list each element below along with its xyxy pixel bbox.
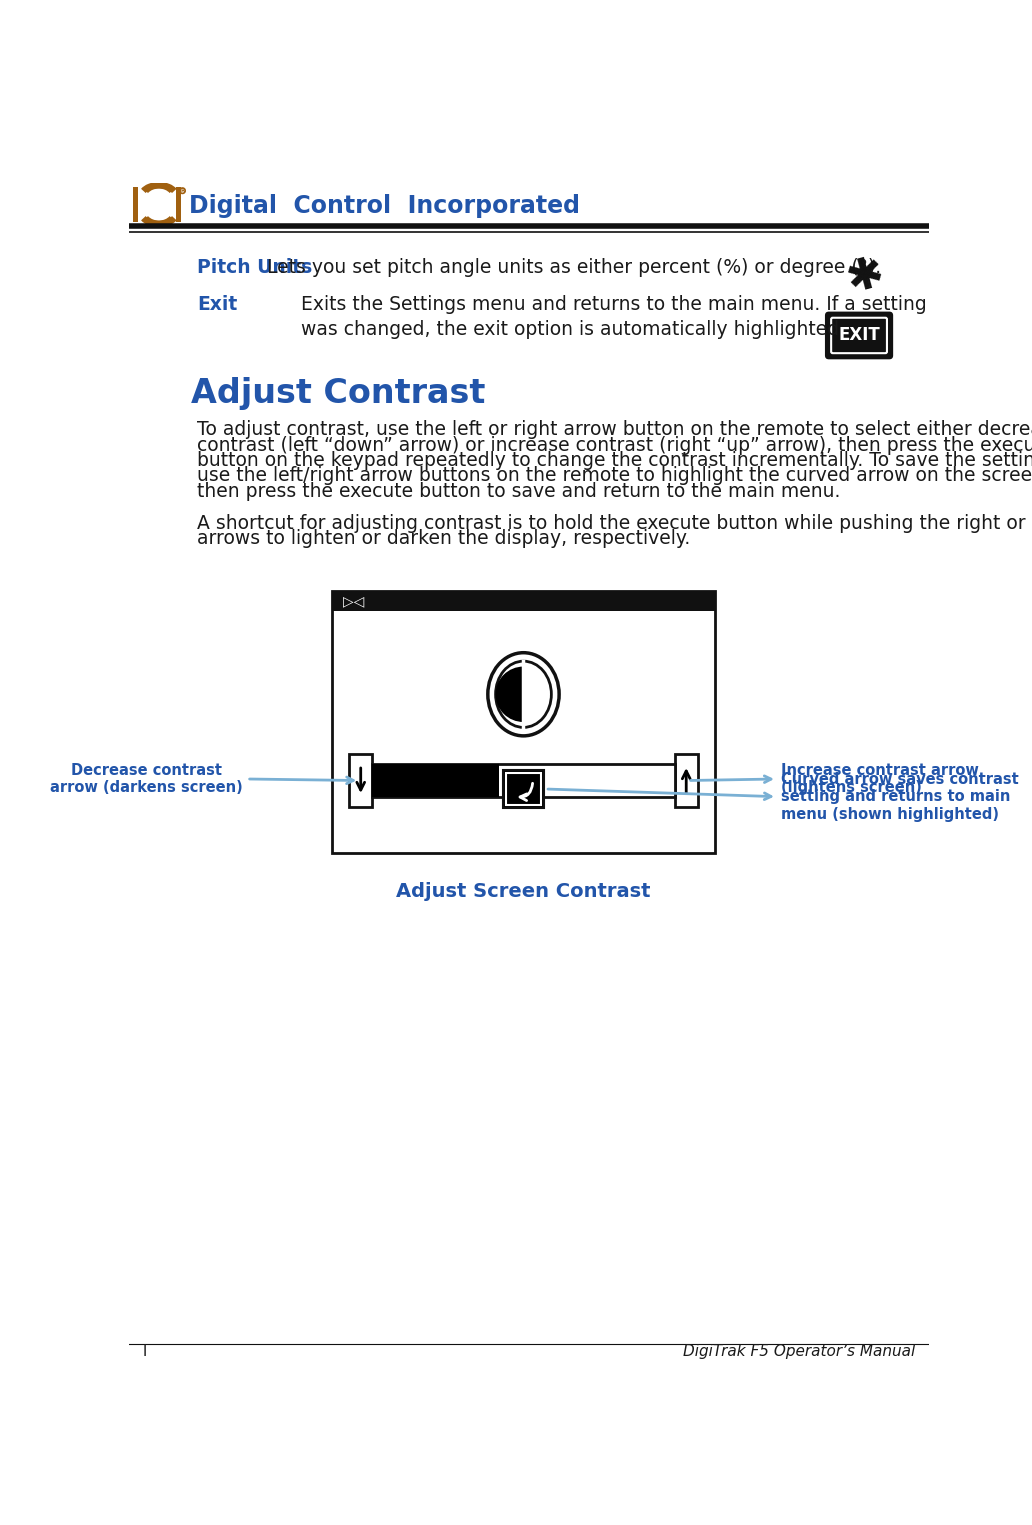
Bar bbox=[675, 755, 698, 807]
Text: To adjust contrast, use the left or right arrow button on the remote to select e: To adjust contrast, use the left or righ… bbox=[197, 421, 1032, 439]
Bar bbox=[504, 770, 544, 808]
Text: arrows to lighten or darken the display, respectively.: arrows to lighten or darken the display,… bbox=[197, 529, 690, 549]
Text: R: R bbox=[181, 188, 185, 194]
Text: ✱: ✱ bbox=[842, 250, 889, 302]
Text: Adjust Screen Contrast: Adjust Screen Contrast bbox=[396, 881, 651, 901]
Text: l: l bbox=[143, 1344, 148, 1359]
Bar bbox=[507, 773, 541, 805]
Text: EXIT: EXIT bbox=[838, 326, 880, 345]
Text: Exits the Settings menu and returns to the main menu. If a setting
was changed, : Exits the Settings menu and returns to t… bbox=[301, 294, 927, 339]
Text: Decrease contrast
arrow (darkens screen): Decrease contrast arrow (darkens screen) bbox=[51, 762, 243, 795]
Bar bbox=[332, 592, 715, 612]
Text: Digital  Control  Incorporated: Digital Control Incorporated bbox=[190, 194, 580, 218]
Text: Curved arrow saves contrast
setting and returns to main
menu (shown highlighted): Curved arrow saves contrast setting and … bbox=[781, 772, 1019, 822]
Bar bbox=[332, 592, 715, 852]
Text: Pitch Units: Pitch Units bbox=[197, 258, 313, 276]
Bar bbox=[349, 755, 373, 807]
Text: Exit: Exit bbox=[197, 294, 237, 314]
Text: use the left/right arrow buttons on the remote to highlight the curved arrow on : use the left/right arrow buttons on the … bbox=[197, 467, 1032, 485]
Ellipse shape bbox=[495, 662, 551, 727]
Bar bbox=[373, 764, 675, 796]
Text: DigiTrak F5 Operator’s Manual: DigiTrak F5 Operator’s Manual bbox=[682, 1344, 914, 1359]
Text: A shortcut for adjusting contrast is to hold the execute button while pushing th: A shortcut for adjusting contrast is to … bbox=[197, 514, 1032, 534]
Bar bbox=[133, 188, 138, 223]
Text: contrast (left “down” arrow) or increase contrast (right “up” arrow), then press: contrast (left “down” arrow) or increase… bbox=[197, 436, 1032, 454]
Text: ▷◁: ▷◁ bbox=[343, 595, 364, 608]
Ellipse shape bbox=[488, 653, 559, 737]
Text: button on the keypad repeatedly to change the contrast incrementally. To save th: button on the keypad repeatedly to chang… bbox=[197, 451, 1032, 470]
Bar bbox=[175, 188, 181, 223]
Bar bbox=[373, 764, 499, 796]
Text: then press the execute button to save and return to the main menu.: then press the execute button to save an… bbox=[197, 482, 841, 500]
Text: Adjust Contrast: Adjust Contrast bbox=[191, 377, 485, 410]
Text: Lets you set pitch angle units as either percent (%) or degree (°).: Lets you set pitch angle units as either… bbox=[261, 258, 881, 276]
Wedge shape bbox=[495, 666, 523, 721]
FancyBboxPatch shape bbox=[825, 311, 893, 360]
Text: Increase contrast arrow
(lightens screen): Increase contrast arrow (lightens screen… bbox=[781, 762, 978, 795]
